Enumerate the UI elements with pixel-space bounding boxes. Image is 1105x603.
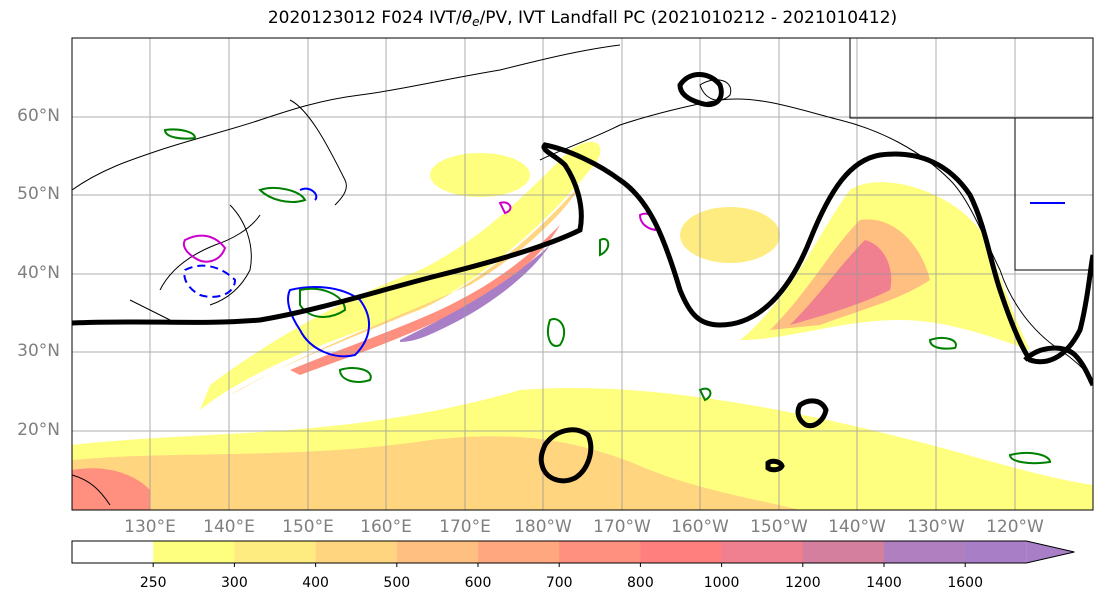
- colorbar-segment: [721, 541, 804, 563]
- colorbar-tick-label: 500: [383, 575, 411, 591]
- colorbar-tick-label: 800: [627, 575, 654, 591]
- lon-label: 150°W: [750, 517, 808, 537]
- colorbar-segment: [884, 541, 966, 563]
- ivt-band-inner: [290, 225, 560, 375]
- colorbar-segment: [234, 541, 317, 563]
- lon-label: 120°W: [986, 517, 1044, 537]
- lon-label: 160°W: [671, 517, 729, 537]
- ivt-shading: [72, 141, 1093, 510]
- colorbar: [71, 540, 1075, 567]
- lat-label-30: 30°N: [17, 341, 60, 361]
- colorbar-tick-label: 300: [221, 575, 248, 591]
- ivt-tropical-core: [72, 468, 150, 510]
- lat-label-60: 60°N: [17, 106, 60, 126]
- colorbar-segment: [965, 541, 1027, 563]
- colorbar-segment: [478, 541, 560, 563]
- colorbar-segment: [559, 541, 641, 563]
- colorbar-tick-label: 1600: [947, 575, 983, 591]
- colorbar-tick-label: 250: [139, 575, 167, 591]
- lat-label-40: 40°N: [17, 263, 60, 283]
- colorbar-tick-label: 1200: [784, 575, 821, 591]
- ivt-tropical-inner: [72, 436, 800, 510]
- ivt-band-outer: [200, 141, 601, 410]
- lat-label-20: 20°N: [17, 420, 60, 440]
- colorbar-segment: [640, 541, 723, 563]
- colorbar-segment: [153, 541, 235, 563]
- lon-label: 170°E: [439, 517, 491, 537]
- colorbar-segment: [72, 541, 154, 563]
- colorbar-tick-label: 400: [302, 575, 329, 591]
- map-border: [71, 37, 1094, 511]
- coastlines: [72, 38, 1093, 506]
- lon-label: 180°W: [514, 517, 572, 537]
- colorbar-outline: [71, 540, 1075, 564]
- colorbar-tick-label: 1000: [703, 575, 740, 591]
- lat-label-50: 50°N: [17, 184, 60, 204]
- colorbar-tick-label: 600: [464, 575, 492, 591]
- ivt-plume-inner: [790, 240, 892, 325]
- colorbar-segment: [802, 541, 885, 563]
- colorbar-segment: [396, 541, 479, 563]
- lon-label: 130°W: [907, 517, 965, 537]
- pc-contours: [72, 72, 1093, 484]
- lon-label: 170°W: [593, 517, 651, 537]
- lon-label: 140°W: [828, 517, 886, 537]
- lon-label: 140°E: [203, 517, 255, 537]
- colorbar-segment: [315, 541, 398, 563]
- colorbar-extend-arrow: [1026, 541, 1075, 563]
- lon-label: 150°E: [282, 517, 334, 537]
- ivt-blob: [680, 207, 780, 263]
- ivt-blob-north: [430, 153, 530, 197]
- lon-label: 160°E: [360, 517, 412, 537]
- lon-label: 130°E: [124, 517, 176, 537]
- colorbar-tick-label: 1400: [866, 575, 902, 591]
- map-title: 2020123012 F024 IVT/θe/PV, IVT Landfall …: [267, 8, 898, 29]
- colorbar-tick-label: 700: [545, 575, 573, 591]
